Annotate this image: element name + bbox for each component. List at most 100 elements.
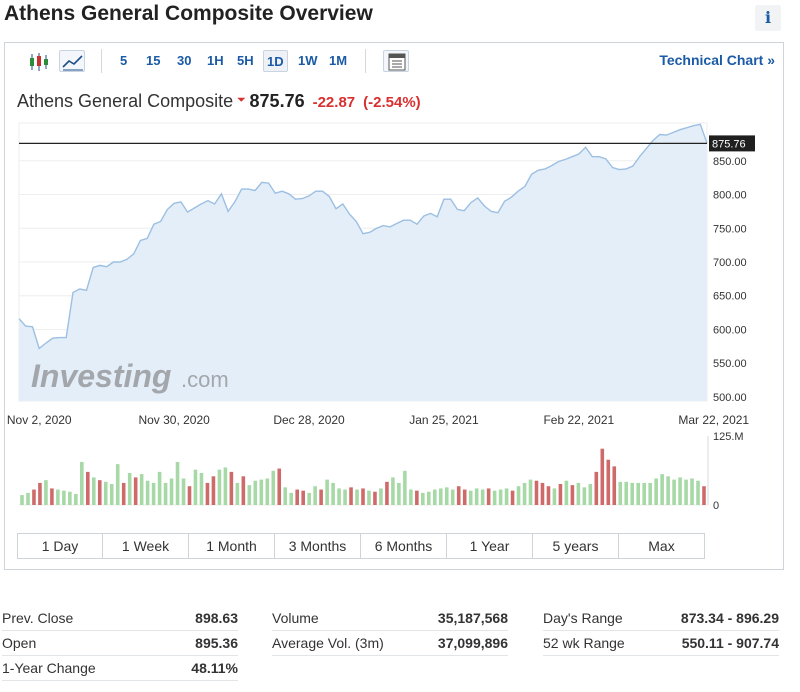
volume-bar [247,485,252,505]
volume-bar [109,484,114,505]
volume-bar [498,489,503,505]
volume-bar [594,471,599,505]
volume-bar [540,482,545,505]
x-tick-label: Nov 2, 2020 [7,413,72,427]
line-chart-icon[interactable] [59,50,85,72]
volume-bar [636,482,640,505]
y-tick-label: 500.00 [713,392,747,404]
stat-value: 35,187,568 [437,610,508,626]
volume-bar [151,482,156,505]
volume-bar [271,470,276,505]
table-icon[interactable] [383,50,409,72]
volume-bar [175,461,180,505]
volume-bar [444,487,449,505]
volume-bar [223,467,228,505]
volume-bar [211,476,216,505]
volume-bar [301,490,305,505]
volume-bar [624,481,629,505]
volume-bar [343,489,347,505]
range-1-week[interactable]: 1 Week [103,533,189,559]
volume-bar [552,488,557,505]
chart-panel: 5 15 30 1H 5H 1D 1W 1M Technical Chart »… [4,42,784,570]
down-arrow-icon: 🞃 [237,91,246,105]
timeframe-1h[interactable]: 1H [207,53,224,68]
volume-bar [558,484,563,505]
volume-bar [26,492,30,505]
candlestick-icon[interactable] [25,50,51,72]
range-1-year[interactable]: 1 Year [447,533,533,559]
timeframe-15[interactable]: 15 [146,53,161,68]
stat-label: Volume [272,610,319,626]
volume-bar [259,479,264,505]
volume-bar [690,478,694,505]
y-tick-label: 650.00 [713,291,747,303]
info-icon[interactable]: i [755,5,781,31]
range-max[interactable]: Max [619,533,705,559]
timeframe-1w[interactable]: 1W [298,53,318,68]
range-3-months[interactable]: 3 Months [275,533,361,559]
volume-bar [427,491,431,505]
volume-bar [68,491,72,505]
volume-bar [618,481,623,505]
timeframe-5[interactable]: 5 [120,53,128,68]
volume-bar [696,480,700,505]
volume-bar [337,488,341,505]
x-tick-label: Dec 28, 2020 [273,413,345,427]
price-chart[interactable]: 850.00 800.00 750.00 700.00 650.00 600.00 550.… [5,43,783,528]
volume-bar [145,480,150,505]
volume-bar [20,495,24,505]
stat-label: Average Vol. (3m) [272,635,384,651]
volume-bar [415,490,419,505]
stats-column-2: Volume 35,187,568 Average Vol. (3m) 37,099… [272,606,508,656]
volume-bar [606,459,611,505]
volume-bar [139,474,144,505]
volume-bar [44,480,48,505]
stat-1-year-change: 1-Year Change 48.11% [2,656,238,681]
investing-logo-suffix: .com [181,367,229,392]
volume-bar [229,471,234,505]
volume-bar [163,482,168,505]
volume-bar [546,486,551,505]
volume-bar [516,486,521,505]
volume-bar [289,492,293,505]
volume-bar [50,488,54,505]
volume-bar [325,479,329,505]
price-change: -22.87 [312,94,356,111]
volume-bar [534,480,539,505]
range-1-day[interactable]: 1 Day [17,533,103,559]
volume-bar [86,471,90,505]
stat-value: 550.11 - 907.74 [681,635,779,651]
technical-chart-link[interactable]: Technical Chart » [659,52,775,68]
stat-days-range: Day's Range 873.34 - 896.29 [543,606,779,631]
volume-bar [80,461,84,505]
volume-bar [193,469,198,505]
range-1-month[interactable]: 1 Month [189,533,275,559]
y-tick-label: 800.00 [713,190,747,202]
volume-bar [331,482,335,505]
volume-max-label: 125.M [713,431,744,443]
range-5-years[interactable]: 5 years [533,533,619,559]
volume-bar [313,486,317,505]
volume-bar [678,477,682,505]
timeframe-30[interactable]: 30 [177,53,192,68]
volume-bar [438,488,443,505]
timeframe-1m[interactable]: 1M [329,53,348,68]
investing-logo: Investing [31,358,171,394]
stat-value: 873.34 - 896.29 [680,610,779,626]
stat-label: 1-Year Change [2,660,96,676]
toolbar-separator [101,49,102,73]
y-tick-label: 550.00 [713,358,747,370]
volume-bar [265,478,270,505]
stats-column-3: Day's Range 873.34 - 896.29 52 wk Range 55… [543,606,779,656]
volume-bar [133,477,138,505]
range-6-months[interactable]: 6 Months [361,533,447,559]
timeframe-5h[interactable]: 5H [237,53,254,68]
stat-label: Day's Range [543,610,623,626]
x-tick-label: Mar 22, 2021 [678,413,749,427]
volume-bar [235,482,240,505]
timeframe-1d[interactable]: 1D [263,50,288,72]
volume-bar [187,486,192,505]
volume-bar [217,469,222,505]
volume-bar [74,493,78,505]
price-change-percent: (-2.54%) [363,94,421,111]
